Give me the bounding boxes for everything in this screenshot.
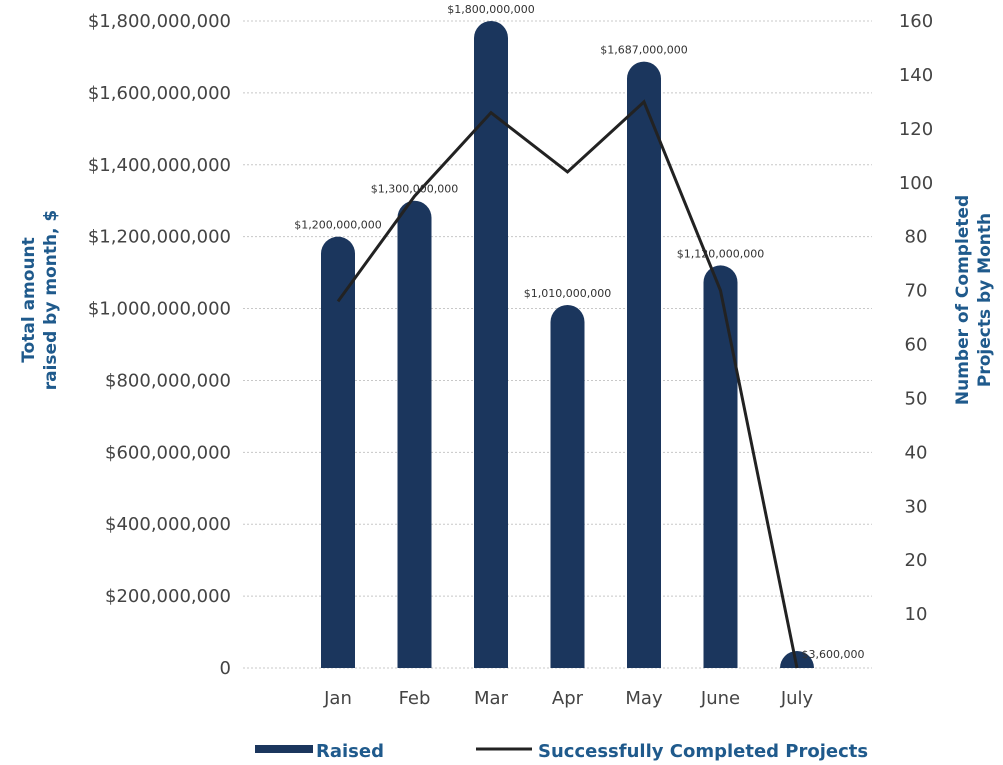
left-tick-label: 0	[220, 658, 231, 679]
right-tick-label: 120	[899, 119, 933, 140]
data-label-july: $3,600,000	[802, 648, 865, 661]
bar-apr	[550, 304, 585, 668]
left-tick-label: $1,400,000,000	[88, 155, 231, 176]
left-tick-label: $1,800,000,000	[88, 11, 231, 32]
x-tick-label: Apr	[552, 688, 584, 709]
legend-label-completed: Successfully Completed Projects	[538, 741, 868, 762]
data-label-jan: $1,200,000,000	[294, 219, 381, 232]
right-axis-title-line-1: Number of Completed	[953, 195, 973, 405]
left-tick-label: $1,600,000,000	[88, 83, 231, 104]
data-label-may: $1,687,000,000	[600, 44, 687, 57]
left-tick-label: $400,000,000	[105, 514, 231, 535]
right-axis-title-line-2: Projects by Month	[975, 213, 995, 387]
right-tick-label: 20	[905, 550, 928, 571]
line-completed-projects	[336, 99, 799, 669]
left-axis-title-line-2: raised by month, $	[41, 210, 61, 391]
right-tick-label: 70	[905, 281, 928, 302]
right-axis-ticks: 10 20 30 40 50 60 70 80 100 120 140 160	[899, 11, 933, 625]
x-tick-label: July	[780, 688, 814, 709]
left-axis-title-line-1: Total amount	[19, 237, 39, 363]
x-tick-label: May	[625, 688, 663, 709]
left-tick-label: $200,000,000	[105, 586, 231, 607]
x-axis-ticks: Jan Feb Mar Apr May June July	[323, 688, 813, 709]
right-tick-label: 30	[905, 496, 928, 517]
bar-mar	[474, 21, 508, 668]
x-tick-label: June	[700, 688, 740, 709]
right-axis-title: Number of Completed Projects by Month	[953, 195, 995, 405]
bar-june	[703, 265, 738, 668]
x-tick-label: Mar	[474, 688, 509, 709]
left-axis-ticks: 0 $200,000,000 $400,000,000 $600,000,000 $80…	[88, 11, 231, 679]
data-label-june: $1,120,000,000	[677, 247, 764, 260]
bar-feb	[397, 200, 432, 668]
right-tick-label: 160	[899, 11, 933, 32]
bar-jan	[321, 236, 355, 668]
data-label-apr: $1,010,000,000	[524, 287, 611, 300]
right-tick-label: 10	[905, 604, 928, 625]
data-labels: $1,200,000,000 $1,300,000,000 $1,800,000,0…	[294, 3, 864, 661]
right-tick-label: 140	[899, 65, 933, 86]
left-tick-label: $1,000,000,000	[88, 299, 231, 320]
left-axis-title: Total amount raised by month, $	[19, 210, 61, 391]
right-tick-label: 60	[905, 335, 928, 356]
bars	[321, 21, 814, 668]
legend-swatch-raised	[255, 745, 313, 753]
line-series	[336, 99, 799, 669]
left-tick-label: $600,000,000	[105, 442, 231, 463]
right-tick-label: 50	[905, 388, 928, 409]
data-label-mar: $1,800,000,000	[447, 3, 534, 16]
legend-label-raised: Raised	[316, 741, 384, 762]
legend: Raised Successfully Completed Projects	[255, 741, 868, 762]
x-tick-label: Feb	[399, 688, 431, 709]
bar-may	[627, 61, 661, 668]
x-tick-label: Jan	[323, 688, 352, 709]
right-tick-label: 100	[899, 173, 933, 194]
data-label-feb: $1,300,000,000	[371, 183, 458, 196]
right-tick-label: 80	[905, 227, 928, 248]
right-tick-label: 40	[905, 442, 928, 463]
left-tick-label: $800,000,000	[105, 370, 231, 391]
bar-july	[780, 651, 814, 668]
left-tick-label: $1,200,000,000	[88, 227, 231, 248]
